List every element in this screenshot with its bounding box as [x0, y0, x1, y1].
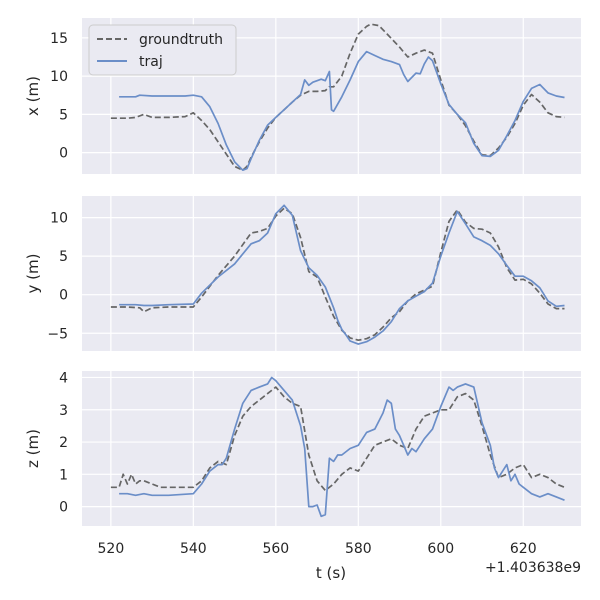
y-axis-label: y (m) — [24, 254, 42, 294]
series-traj-line — [119, 50, 565, 172]
y-axis-label: z (m) — [24, 429, 42, 468]
y-tick-label: 0 — [59, 146, 68, 162]
subplot-1: 0 5 10 15 x (m) — [24, 18, 581, 174]
series-groundtruth-line — [110, 386, 565, 492]
y-tick-label: −5 — [47, 326, 68, 342]
series-traj-line — [119, 376, 565, 518]
y-tick-label: 3 — [59, 403, 68, 419]
x-tick-label: 540 — [180, 541, 207, 557]
y-tick-label: 5 — [59, 249, 68, 265]
x-tick-label: 580 — [345, 541, 372, 557]
plot-area — [82, 196, 581, 351]
y-axis-label: x (m) — [24, 76, 42, 116]
subplot-2: −5 0 5 10 y (m) — [24, 196, 581, 351]
x-tick-label: 620 — [510, 541, 537, 557]
y-tick-label: 10 — [50, 69, 68, 85]
y-tick-label: 1 — [59, 467, 68, 483]
y-tick-label: 15 — [50, 31, 68, 47]
x-tick-label: 600 — [427, 541, 454, 557]
x-tick-label: 560 — [262, 541, 289, 557]
subplot-3: 520 540 560 580 600 620 0 1 2 3 4 z (m) — [24, 370, 581, 557]
y-tick-label: 0 — [59, 288, 68, 304]
legend-groundtruth-label: groundtruth — [139, 32, 223, 48]
plot-area — [82, 371, 581, 526]
x-offset-text: +1.403638e9 — [485, 560, 581, 576]
legend-frame — [88, 24, 237, 76]
x-tick-label: 520 — [98, 541, 125, 557]
legend: groundtruth traj — [88, 24, 237, 76]
y-tick-label: 5 — [59, 107, 68, 123]
series-groundtruth-line — [110, 207, 565, 342]
legend-traj-label: traj — [139, 54, 163, 70]
y-tick-label: 0 — [59, 500, 68, 516]
series-traj-line — [119, 204, 565, 345]
y-tick-label: 2 — [59, 435, 68, 451]
y-tick-label: 4 — [59, 370, 68, 386]
x-axis-label: t (s) — [316, 564, 346, 582]
y-tick-label: 10 — [50, 211, 68, 227]
